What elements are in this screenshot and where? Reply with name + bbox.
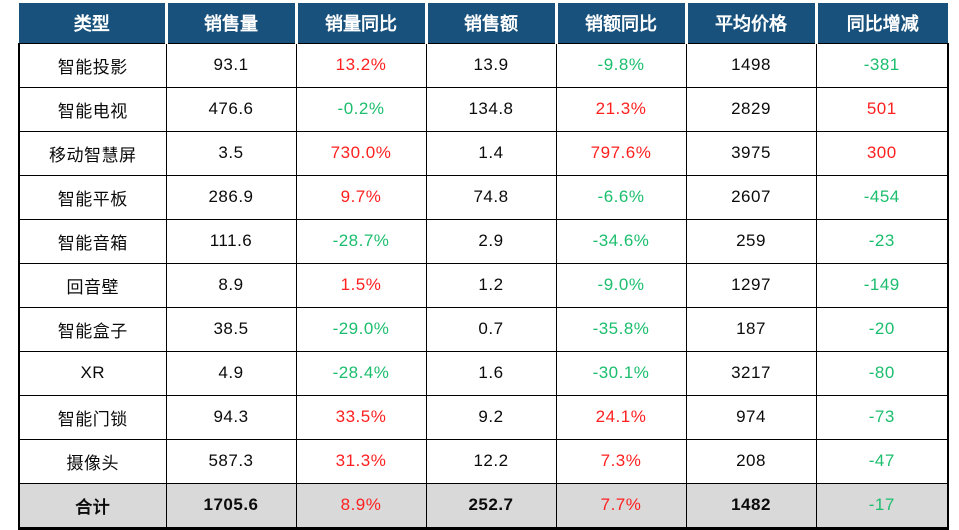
value-cell: 33.5% <box>295 394 427 440</box>
value-cell: 111.6 <box>165 218 297 264</box>
total-value-cell: 7.7% <box>555 482 687 530</box>
row-label-cell: 智能音箱 <box>18 218 167 264</box>
value-cell: -73 <box>815 394 949 440</box>
col-header-volume-yoy: 销量同比 <box>296 3 428 43</box>
value-cell: -0.2% <box>295 86 427 132</box>
value-cell: 7.3% <box>555 438 687 484</box>
total-value-cell: 1705.6 <box>165 482 297 530</box>
value-cell: 208 <box>685 438 817 484</box>
value-cell: 2607 <box>685 174 817 220</box>
value-cell: 1.2 <box>425 262 557 308</box>
value-cell: -80 <box>815 350 949 396</box>
value-cell: 9.2 <box>425 394 557 440</box>
value-cell: -35.8% <box>555 306 687 352</box>
value-cell: -47 <box>815 438 949 484</box>
total-value-cell: -17 <box>815 482 949 530</box>
total-label-cell: 合计 <box>18 482 167 530</box>
value-cell: 2829 <box>685 86 817 132</box>
table-row: 移动智慧屏 3.5 730.0% 1.4 797.6% 3975 300 <box>18 130 949 176</box>
value-cell: 74.8 <box>425 174 557 220</box>
value-cell: 1.6 <box>425 350 557 396</box>
col-header-amount-yoy: 销额同比 <box>556 3 688 43</box>
table-row: 智能平板 286.9 9.7% 74.8 -6.6% 2607 -454 <box>18 174 949 220</box>
value-cell: 501 <box>815 86 949 132</box>
row-label-cell: 智能平板 <box>18 174 167 220</box>
value-cell: 13.2% <box>295 42 427 88</box>
value-cell: -23 <box>815 218 949 264</box>
value-cell: 2.9 <box>425 218 557 264</box>
total-value-cell: 8.9% <box>295 482 427 530</box>
value-cell: -6.6% <box>555 174 687 220</box>
table-row: 智能投影 93.1 13.2% 13.9 -9.8% 1498 -381 <box>18 42 949 88</box>
total-value-cell: 1482 <box>685 482 817 530</box>
value-cell: 476.6 <box>165 86 297 132</box>
value-cell: 94.3 <box>165 394 297 440</box>
table-row: 智能盒子 38.5 -29.0% 0.7 -35.8% 187 -20 <box>18 306 949 352</box>
value-cell: -28.4% <box>295 350 427 396</box>
table-row: 回音壁 8.9 1.5% 1.2 -9.0% 1297 -149 <box>18 262 949 308</box>
col-header-yoy-change: 同比增减 <box>816 3 948 43</box>
value-cell: 1297 <box>685 262 817 308</box>
row-label-cell: 智能门锁 <box>18 394 167 440</box>
value-cell: 587.3 <box>165 438 297 484</box>
value-cell: -381 <box>815 42 949 88</box>
value-cell: -20 <box>815 306 949 352</box>
value-cell: 24.1% <box>555 394 687 440</box>
row-label-cell: 智能投影 <box>18 42 167 88</box>
value-cell: 12.2 <box>425 438 557 484</box>
sales-table: 类型 销售量 销量同比 销售额 销额同比 平均价格 同比增减 智能投影 93.1… <box>18 3 949 530</box>
value-cell: 3975 <box>685 130 817 176</box>
table-row: 智能音箱 111.6 -28.7% 2.9 -34.6% 259 -23 <box>18 218 949 264</box>
value-cell: 134.8 <box>425 86 557 132</box>
value-cell: 3.5 <box>165 130 297 176</box>
row-label-cell: XR <box>18 350 167 396</box>
table-row: 智能门锁 94.3 33.5% 9.2 24.1% 974 -73 <box>18 394 949 440</box>
row-label-cell: 智能电视 <box>18 86 167 132</box>
value-cell: -149 <box>815 262 949 308</box>
value-cell: -9.0% <box>555 262 687 308</box>
row-label-cell: 移动智慧屏 <box>18 130 167 176</box>
row-label-cell: 回音壁 <box>18 262 167 308</box>
value-cell: -28.7% <box>295 218 427 264</box>
value-cell: 9.7% <box>295 174 427 220</box>
value-cell: 286.9 <box>165 174 297 220</box>
value-cell: 1.5% <box>295 262 427 308</box>
value-cell: 13.9 <box>425 42 557 88</box>
value-cell: 300 <box>815 130 949 176</box>
value-cell: 259 <box>685 218 817 264</box>
value-cell: -34.6% <box>555 218 687 264</box>
value-cell: -454 <box>815 174 949 220</box>
table-body: 智能投影 93.1 13.2% 13.9 -9.8% 1498 -381 智能电… <box>18 42 949 530</box>
total-row: 合计 1705.6 8.9% 252.7 7.7% 1482 -17 <box>18 482 949 530</box>
col-header-type: 类型 <box>19 3 168 43</box>
value-cell: 21.3% <box>555 86 687 132</box>
total-value-cell: 252.7 <box>425 482 557 530</box>
value-cell: 8.9 <box>165 262 297 308</box>
value-cell: 3217 <box>685 350 817 396</box>
value-cell: 797.6% <box>555 130 687 176</box>
table-row: XR 4.9 -28.4% 1.6 -30.1% 3217 -80 <box>18 350 949 396</box>
col-header-avg-price: 平均价格 <box>686 3 818 43</box>
value-cell: 1.4 <box>425 130 557 176</box>
col-header-sales-amount: 销售额 <box>426 3 558 43</box>
row-label-cell: 智能盒子 <box>18 306 167 352</box>
value-cell: 0.7 <box>425 306 557 352</box>
col-header-sales-volume: 销售量 <box>166 3 298 43</box>
value-cell: 31.3% <box>295 438 427 484</box>
value-cell: 974 <box>685 394 817 440</box>
value-cell: -30.1% <box>555 350 687 396</box>
value-cell: 93.1 <box>165 42 297 88</box>
value-cell: 730.0% <box>295 130 427 176</box>
table-row: 智能电视 476.6 -0.2% 134.8 21.3% 2829 501 <box>18 86 949 132</box>
table-row: 摄像头 587.3 31.3% 12.2 7.3% 208 -47 <box>18 438 949 484</box>
row-label-cell: 摄像头 <box>18 438 167 484</box>
value-cell: -29.0% <box>295 306 427 352</box>
value-cell: 187 <box>685 306 817 352</box>
value-cell: 4.9 <box>165 350 297 396</box>
value-cell: 38.5 <box>165 306 297 352</box>
table-header: 类型 销售量 销量同比 销售额 销额同比 平均价格 同比增减 <box>19 3 948 43</box>
value-cell: -9.8% <box>555 42 687 88</box>
header-row: 类型 销售量 销量同比 销售额 销额同比 平均价格 同比增减 <box>19 3 948 43</box>
value-cell: 1498 <box>685 42 817 88</box>
